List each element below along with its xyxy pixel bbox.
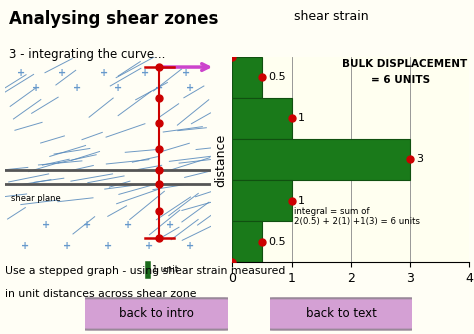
Text: +: +: [165, 220, 174, 230]
Bar: [232, 57, 262, 98]
Text: back to intro: back to intro: [119, 308, 194, 320]
Text: integral = sum of
2(0.5) + 2(1) +1(3) = 6 units: integral = sum of 2(0.5) + 2(1) +1(3) = …: [294, 207, 420, 226]
Text: shear strain: shear strain: [294, 10, 369, 23]
Text: Use a stepped graph - using shear strain measured: Use a stepped graph - using shear strain…: [5, 266, 285, 276]
Text: +: +: [186, 82, 194, 93]
Text: +: +: [141, 68, 149, 78]
Text: +: +: [42, 220, 50, 230]
Text: 1: 1: [298, 114, 304, 123]
Text: 1: 1: [298, 196, 304, 205]
Text: +: +: [104, 241, 112, 251]
Text: shear plane: shear plane: [11, 194, 61, 203]
Text: distance: distance: [214, 134, 227, 187]
Text: +: +: [63, 241, 71, 251]
Text: +: +: [83, 220, 91, 230]
Text: 3: 3: [416, 155, 423, 164]
Bar: [232, 180, 292, 221]
Text: +: +: [100, 68, 108, 78]
Text: +: +: [114, 82, 122, 93]
Text: = 6 UNITS: = 6 UNITS: [372, 75, 430, 85]
Text: +: +: [17, 68, 25, 78]
Text: +: +: [145, 241, 153, 251]
Bar: [232, 98, 292, 139]
Text: +: +: [32, 82, 40, 93]
FancyBboxPatch shape: [81, 298, 232, 330]
Text: BULK DISPLACEMENT: BULK DISPLACEMENT: [342, 59, 467, 69]
Text: +: +: [124, 220, 133, 230]
Text: 0.5: 0.5: [268, 72, 285, 82]
Bar: [232, 139, 410, 180]
Text: +: +: [155, 82, 164, 93]
Text: +: +: [182, 68, 190, 78]
Text: 3 - integrating the curve...: 3 - integrating the curve...: [9, 48, 166, 61]
Text: +: +: [58, 68, 66, 78]
Text: 1 unit: 1 unit: [152, 265, 178, 274]
Text: 0.5: 0.5: [268, 237, 285, 246]
Text: back to text: back to text: [306, 308, 377, 320]
Bar: [232, 221, 262, 262]
Text: Analysing shear zones: Analysing shear zones: [9, 10, 219, 28]
Text: +: +: [21, 241, 29, 251]
FancyBboxPatch shape: [266, 298, 417, 330]
Text: in unit distances across shear zone: in unit distances across shear zone: [5, 289, 196, 299]
Text: +: +: [73, 82, 81, 93]
Text: +: +: [186, 241, 194, 251]
